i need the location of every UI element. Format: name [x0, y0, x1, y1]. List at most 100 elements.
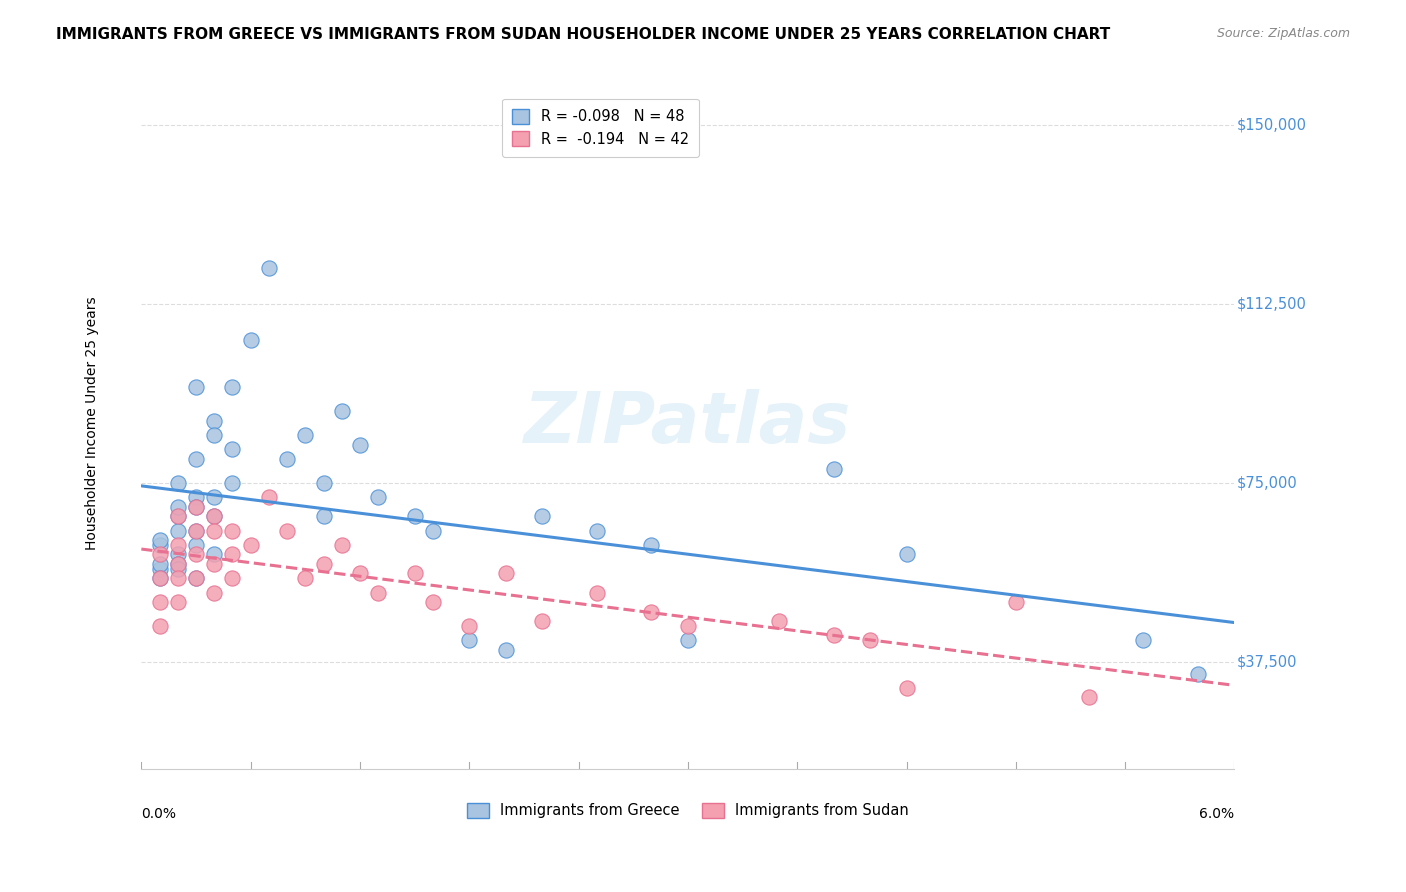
Point: [276, 524, 298, 538]
Point: [312, 509, 335, 524]
Point: [676, 633, 699, 648]
Point: [495, 642, 517, 657]
Point: [330, 404, 353, 418]
Point: [640, 538, 662, 552]
Point: [202, 428, 225, 442]
Point: [166, 562, 188, 576]
Point: [294, 571, 316, 585]
Point: [202, 557, 225, 571]
Text: IMMIGRANTS FROM GREECE VS IMMIGRANTS FROM SUDAN HOUSEHOLDER INCOME UNDER 25 YEAR: IMMIGRANTS FROM GREECE VS IMMIGRANTS FRO…: [56, 27, 1111, 42]
Point: [221, 475, 243, 490]
Point: [404, 566, 426, 581]
Point: [166, 500, 188, 514]
Point: [1132, 633, 1154, 648]
Point: [184, 524, 207, 538]
Point: [349, 437, 371, 451]
Point: [257, 261, 280, 276]
Point: [531, 509, 554, 524]
Point: [148, 533, 170, 547]
Point: [221, 547, 243, 561]
Point: [422, 595, 444, 609]
Point: [184, 538, 207, 552]
Point: [1005, 595, 1028, 609]
Point: [239, 538, 262, 552]
Point: [184, 524, 207, 538]
Point: [202, 524, 225, 538]
Point: [166, 571, 188, 585]
Legend: Immigrants from Greece, Immigrants from Sudan: Immigrants from Greece, Immigrants from …: [461, 797, 915, 824]
Point: [349, 566, 371, 581]
Point: [294, 428, 316, 442]
Point: [184, 547, 207, 561]
Point: [367, 490, 389, 504]
Point: [276, 452, 298, 467]
Point: [166, 538, 188, 552]
Point: [184, 380, 207, 394]
Point: [239, 333, 262, 347]
Point: [202, 585, 225, 599]
Text: ZIPatlas: ZIPatlas: [524, 389, 852, 458]
Point: [148, 571, 170, 585]
Point: [859, 633, 882, 648]
Point: [148, 557, 170, 571]
Point: [166, 524, 188, 538]
Point: [823, 461, 845, 475]
Point: [1077, 690, 1099, 705]
Point: [896, 547, 918, 561]
Point: [422, 524, 444, 538]
Point: [166, 557, 188, 571]
Point: [166, 557, 188, 571]
Point: [202, 414, 225, 428]
Point: [312, 475, 335, 490]
Point: [367, 585, 389, 599]
Point: [184, 490, 207, 504]
Text: 0.0%: 0.0%: [142, 807, 176, 822]
Point: [495, 566, 517, 581]
Point: [166, 547, 188, 561]
Point: [330, 538, 353, 552]
Point: [184, 571, 207, 585]
Text: $112,500: $112,500: [1237, 296, 1306, 311]
Point: [823, 628, 845, 642]
Text: $75,000: $75,000: [1237, 475, 1298, 491]
Text: $150,000: $150,000: [1237, 118, 1306, 133]
Text: Householder Income Under 25 years: Householder Income Under 25 years: [86, 296, 100, 550]
Text: $37,500: $37,500: [1237, 654, 1298, 669]
Point: [221, 524, 243, 538]
Point: [531, 614, 554, 628]
Point: [166, 475, 188, 490]
Point: [202, 509, 225, 524]
Point: [148, 595, 170, 609]
Point: [676, 619, 699, 633]
Point: [585, 585, 607, 599]
Point: [257, 490, 280, 504]
Point: [184, 571, 207, 585]
Text: 6.0%: 6.0%: [1199, 807, 1234, 822]
Point: [148, 538, 170, 552]
Point: [1187, 666, 1209, 681]
Point: [184, 452, 207, 467]
Point: [458, 633, 481, 648]
Point: [312, 557, 335, 571]
Point: [184, 500, 207, 514]
Point: [221, 380, 243, 394]
Point: [221, 571, 243, 585]
Point: [585, 524, 607, 538]
Point: [768, 614, 790, 628]
Point: [221, 442, 243, 457]
Point: [148, 571, 170, 585]
Text: Source: ZipAtlas.com: Source: ZipAtlas.com: [1216, 27, 1350, 40]
Point: [148, 562, 170, 576]
Point: [166, 509, 188, 524]
Point: [458, 619, 481, 633]
Point: [184, 500, 207, 514]
Point: [640, 605, 662, 619]
Point: [202, 547, 225, 561]
Point: [166, 595, 188, 609]
Point: [202, 490, 225, 504]
Point: [148, 547, 170, 561]
Point: [166, 509, 188, 524]
Point: [896, 681, 918, 695]
Point: [202, 509, 225, 524]
Point: [148, 619, 170, 633]
